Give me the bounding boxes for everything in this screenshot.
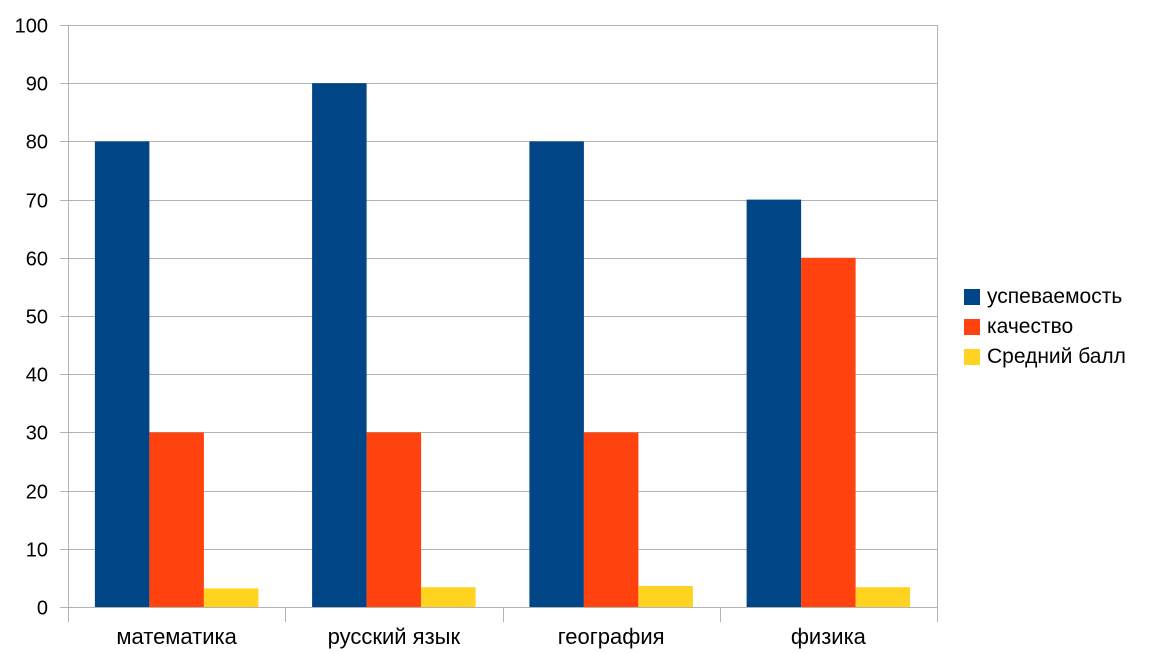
- y-tick-label: 40: [26, 365, 48, 387]
- y-tick-label: 10: [26, 540, 48, 562]
- y-tick-label: 50: [26, 307, 48, 329]
- legend-item-series-2: Средний балл: [964, 342, 1126, 372]
- legend-item-series-1: качество: [964, 312, 1126, 342]
- bar-2-2: [638, 586, 693, 607]
- bar-2-0: [203, 588, 259, 607]
- bar-0-0: [94, 141, 150, 607]
- bar-1-2: [583, 432, 639, 607]
- y-tick-label: 90: [26, 74, 48, 96]
- legend-swatch: [964, 289, 980, 305]
- legend-item-series-0: успеваемость: [964, 282, 1126, 312]
- y-tick-label: 60: [26, 249, 48, 271]
- y-axis-ticks: 0 10 20 30 40 50 60 70 80 90 100: [15, 16, 48, 620]
- bar-1-1: [366, 432, 422, 607]
- bar-2-3: [855, 587, 911, 607]
- bar-0-2: [529, 141, 584, 607]
- x-tick-label: физика: [791, 624, 867, 649]
- x-tick-label: русский язык: [328, 624, 461, 649]
- y-tick-label: 100: [15, 16, 48, 38]
- gridlines: [60, 25, 937, 608]
- bar-1-0: [149, 432, 204, 607]
- x-tick-label: география: [558, 624, 665, 649]
- legend-swatch: [964, 349, 980, 365]
- bar-2-1: [421, 587, 476, 607]
- y-tick-label: 0: [37, 598, 48, 620]
- bar-0-3: [746, 199, 802, 607]
- legend-label: успеваемость: [987, 285, 1123, 308]
- bar-1-3: [801, 257, 856, 607]
- legend-swatch: [964, 319, 980, 335]
- legend: успеваемость качество Средний балл: [964, 282, 1126, 372]
- x-axis-labels: математика русский язык география физика: [116, 624, 866, 649]
- legend-label: качество: [987, 315, 1074, 338]
- bar-0-1: [312, 83, 367, 607]
- bars: [94, 83, 911, 607]
- x-axis: [68, 25, 938, 622]
- y-tick-label: 80: [26, 132, 48, 154]
- y-tick-label: 30: [26, 423, 48, 445]
- x-tick-label: математика: [116, 624, 237, 649]
- legend-label: Средний балл: [987, 345, 1126, 368]
- y-tick-label: 20: [26, 482, 48, 504]
- y-tick-label: 70: [26, 191, 48, 213]
